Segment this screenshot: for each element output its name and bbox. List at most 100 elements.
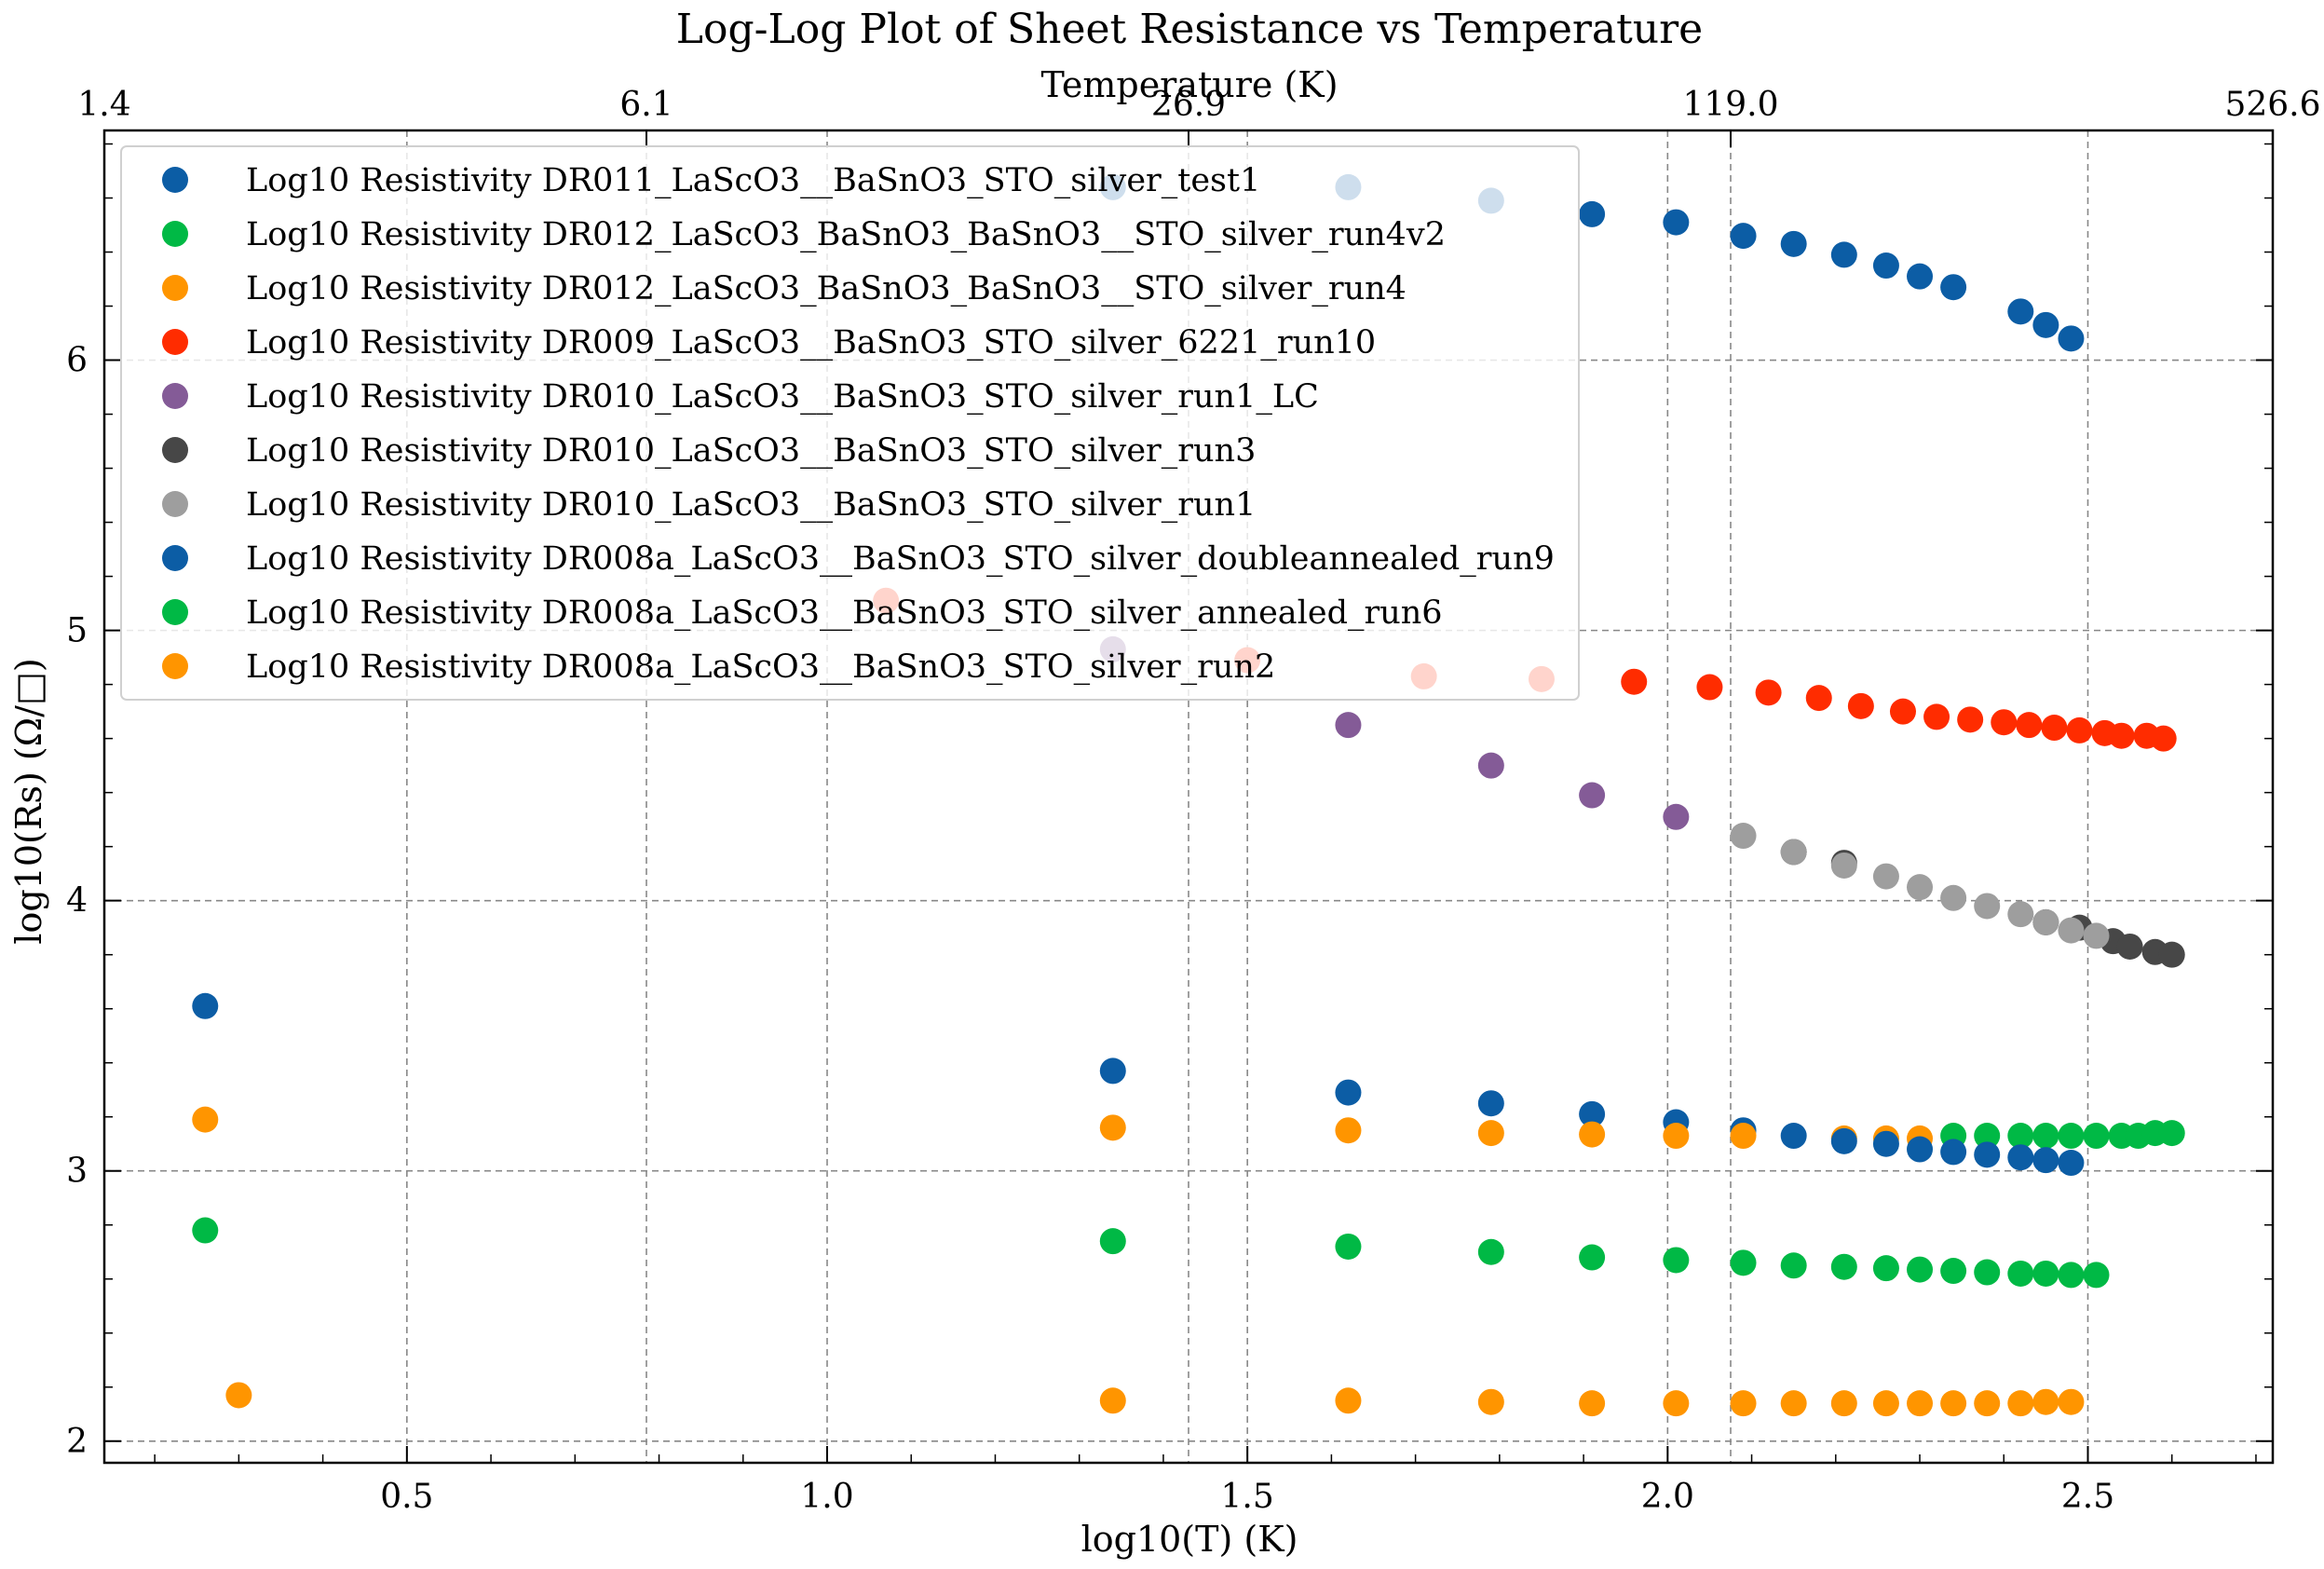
data-point	[1477, 752, 1504, 779]
data-point	[1974, 1123, 2001, 1150]
data-point	[1099, 1228, 1126, 1255]
data-point	[2066, 716, 2093, 744]
legend-entry: Log10 Resistivity DR010_LaScO3__BaSnO3_S…	[246, 378, 1319, 416]
data-point	[1940, 274, 1967, 301]
data-point	[2058, 917, 2085, 944]
data-point	[1730, 1390, 1757, 1417]
data-point	[192, 992, 219, 1019]
x-tick-label: 1.0	[800, 1478, 853, 1516]
data-point	[1780, 1123, 1807, 1150]
data-point	[2007, 298, 2034, 325]
data-point	[2007, 1123, 2034, 1150]
legend-marker	[162, 383, 188, 409]
data-point	[1974, 893, 2001, 920]
data-point	[1663, 1123, 1690, 1150]
data-point	[1477, 1120, 1504, 1147]
legend-entry: Log10 Resistivity DR012_LaScO3_BaSnO3_Ba…	[246, 270, 1407, 307]
data-point	[1579, 1390, 1606, 1417]
data-point	[2083, 1123, 2110, 1150]
legend-entry: Log10 Resistivity DR010_LaScO3__BaSnO3_S…	[246, 486, 1256, 524]
series-8	[192, 1217, 2110, 1289]
data-point	[1872, 252, 1899, 280]
data-point	[1889, 698, 1916, 725]
y-tick-label: 6	[66, 342, 88, 380]
legend-marker	[162, 599, 188, 625]
series-1	[1940, 1120, 2185, 1150]
data-point	[1335, 1233, 1362, 1260]
data-point	[2016, 712, 2043, 739]
x-tick-label: 0.5	[380, 1478, 433, 1516]
data-point	[1940, 1139, 1967, 1166]
top-tick-label: 26.9	[1151, 86, 1226, 124]
data-point	[1830, 241, 1857, 268]
data-point	[1579, 1244, 1606, 1271]
legend-entry: Log10 Resistivity DR010_LaScO3__BaSnO3_S…	[246, 432, 1256, 470]
legend-marker	[162, 221, 188, 247]
data-point	[1477, 1090, 1504, 1117]
data-point	[1099, 1057, 1126, 1085]
data-point	[1335, 712, 1362, 739]
legend: Log10 Resistivity DR011_LaScO3__BaSnO3_S…	[120, 145, 1580, 701]
series-6	[1730, 823, 2110, 949]
data-point	[1805, 685, 1832, 712]
legend-marker	[162, 167, 188, 193]
data-point	[1477, 1388, 1504, 1415]
x-axis-label-text: log10(T) (K)	[1081, 1519, 1298, 1560]
data-point	[2041, 715, 2068, 742]
legend-box	[120, 145, 1580, 701]
x-tick-label: 1.5	[1221, 1478, 1274, 1516]
data-point	[1872, 1390, 1899, 1417]
data-point	[1477, 1238, 1504, 1265]
data-point	[1830, 1127, 1857, 1154]
y-tick-label: 4	[66, 882, 88, 921]
chart-title: Log-Log Plot of Sheet Resistance vs Temp…	[676, 6, 1703, 53]
data-point	[2083, 922, 2110, 949]
data-point	[1830, 852, 1857, 879]
data-point	[1099, 1114, 1126, 1141]
y-axis-label: log10(Rs) (Ω/□)	[8, 658, 49, 944]
data-point	[2007, 1144, 2034, 1171]
data-point	[192, 1106, 219, 1133]
data-point	[1907, 1136, 1934, 1163]
series-9	[192, 1106, 2085, 1417]
data-point	[1755, 679, 1782, 706]
y-tick-label: 3	[66, 1153, 88, 1191]
x-tick-label: 2.5	[2061, 1478, 2114, 1516]
data-point	[1940, 1258, 1967, 1285]
data-point	[2108, 722, 2135, 749]
x-tick-label: 2.0	[1641, 1478, 1694, 1516]
data-point	[1730, 823, 1757, 850]
data-point	[1730, 223, 1757, 250]
data-point	[1974, 1141, 2001, 1168]
data-point	[1872, 863, 1899, 890]
data-point	[2032, 1388, 2059, 1415]
top-tick-label: 526.6	[2224, 86, 2320, 124]
data-point	[1579, 1121, 1606, 1148]
data-point	[2032, 1123, 2059, 1150]
data-point	[1663, 209, 1690, 236]
series-4	[1099, 635, 1690, 830]
data-point	[1907, 874, 1934, 901]
data-point	[2058, 1262, 2085, 1289]
data-point	[1335, 1079, 1362, 1106]
legend-marker	[162, 491, 188, 517]
x-axis-label: log10(T) (K)	[1081, 1519, 1298, 1560]
y-tick-label: 2	[66, 1423, 88, 1461]
data-point	[2058, 1388, 2085, 1415]
data-point	[1940, 884, 1967, 911]
data-point	[2032, 311, 2059, 338]
data-point	[1335, 1387, 1362, 1414]
data-point	[1847, 692, 1874, 719]
legend-marker	[162, 653, 188, 679]
data-point	[1780, 1252, 1807, 1279]
data-point	[1940, 1390, 1967, 1417]
data-point	[1780, 1390, 1807, 1417]
data-point	[1579, 782, 1606, 809]
data-point	[192, 1217, 219, 1244]
data-point	[2116, 933, 2143, 960]
data-point	[1923, 703, 1950, 730]
top-tick-label: 119.0	[1682, 86, 1778, 124]
legend-marker	[162, 437, 188, 463]
data-point	[1730, 1249, 1757, 1276]
